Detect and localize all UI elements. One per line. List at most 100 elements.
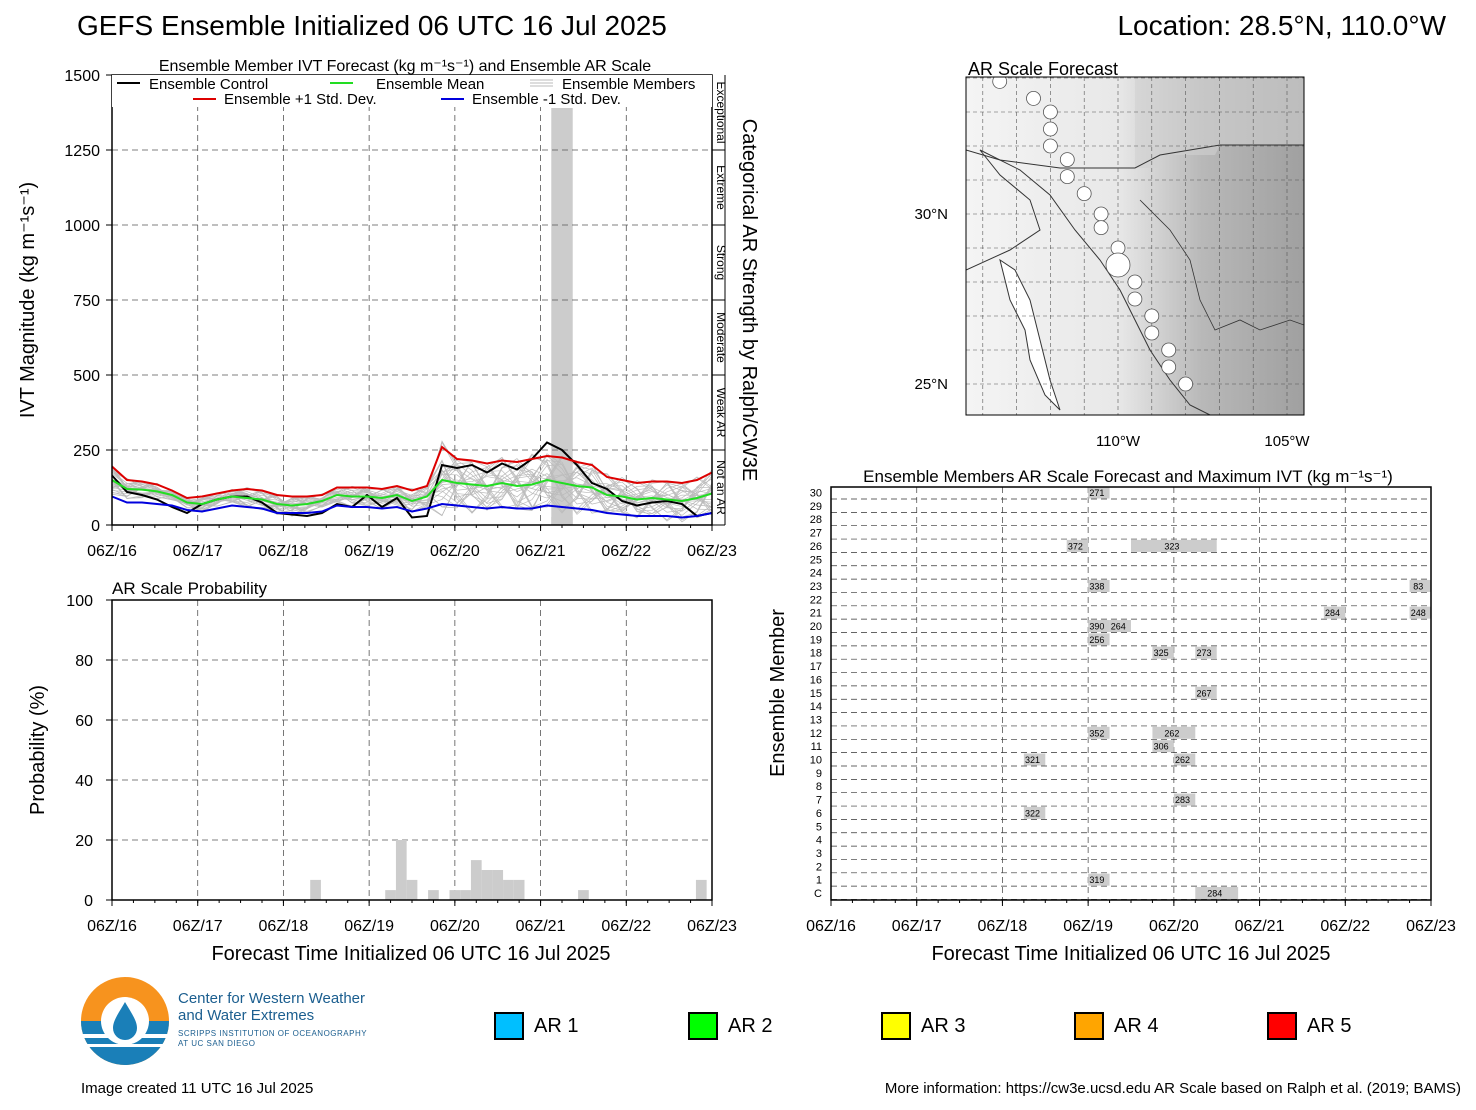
- ar-category-strip: Exceptional Extreme Strong Moderate Weak AR N…: [712, 75, 728, 526]
- ivt-x-tick-label: 06Z/16: [87, 543, 137, 560]
- probability-y-tick-label: 60: [75, 713, 93, 730]
- map-ar-point: [1026, 91, 1041, 106]
- probability-panel: AR Scale Probability 0 20 40 60 80 100 06Z/16…: [27, 579, 737, 965]
- logo-line-4: AT UC SAN DIEGO: [178, 1039, 256, 1048]
- member-event-bar: [1088, 726, 1110, 739]
- ensemble-member-line: [111, 460, 713, 514]
- members-x-ticks: 06Z/16 06Z/17 06Z/18 06Z/19 06Z/20 06Z/21 06Z/…: [806, 900, 1456, 935]
- probability-y-tick-label: 100: [66, 593, 93, 610]
- category-label: Moderate: [714, 312, 728, 363]
- map-frame: [965, 76, 1305, 416]
- map-ar-point: [1161, 342, 1177, 358]
- member-row-label: 27: [810, 528, 822, 540]
- member-event-label: 338: [1089, 581, 1104, 591]
- ar-legend-1-label: AR 1: [534, 1014, 579, 1037]
- cw3e-logo-graphic: [81, 977, 169, 1065]
- probability-x-label: Forecast Time Initialized 06 UTC 16 Jul …: [211, 943, 610, 965]
- probability-x-tick-label: 06Z/22: [601, 918, 651, 935]
- member-event-label: 323: [1164, 541, 1179, 551]
- member-event-label: 319: [1089, 875, 1104, 885]
- member-event-label: 264: [1111, 622, 1126, 632]
- members-x-tick-label: 06Z/23: [1406, 918, 1456, 935]
- member-event-label: 262: [1164, 728, 1179, 738]
- ar-legend-3-label: AR 3: [921, 1014, 966, 1037]
- probability-x-tick-label: 06Z/17: [173, 918, 223, 935]
- page-title: GEFS Ensemble Initialized 06 UTC 16 Jul …: [77, 10, 667, 41]
- probability-y-tick-label: 20: [75, 833, 93, 850]
- map-ar-point: [1059, 169, 1075, 185]
- footer-info: More information: https://cw3e.ucsd.edu …: [884, 1080, 1461, 1097]
- member-event-bar: [1173, 753, 1196, 766]
- members-x-tick-label: 06Z/17: [892, 918, 942, 935]
- member-event-label: 273: [1196, 648, 1211, 658]
- member-row-label: 8: [816, 781, 822, 793]
- ar-legend-1: AR 1: [494, 1012, 578, 1040]
- members-panel: Ensemble Members AR Scale Forecast and M…: [767, 467, 1456, 965]
- member-row-label: 25: [810, 554, 822, 566]
- member-event-bar: [1088, 633, 1110, 646]
- cw3e-logo: [80, 976, 170, 1071]
- ar-map-panel: AR Scale Forecast 30°N 25°N 110°W 105°W: [914, 59, 1310, 450]
- member-row-label: 18: [810, 648, 822, 660]
- member-event-bar: [1195, 646, 1217, 659]
- ivt-right-label: Categorical AR Strength by Ralph/CW3E: [738, 119, 760, 481]
- ensemble-member-line: [111, 458, 713, 516]
- member-row-label: C: [814, 888, 822, 900]
- member-event-label: 352: [1089, 728, 1104, 738]
- member-row-label: 9: [816, 768, 822, 780]
- member-row-label: 26: [810, 541, 822, 553]
- figure-canvas: Ensemble Member IVT Forecast (kg m⁻¹s⁻¹)…: [17, 58, 1456, 965]
- member-row-label: 6: [816, 808, 822, 820]
- member-event-label: 262: [1175, 755, 1190, 765]
- legend-control: Ensemble Control: [149, 76, 268, 93]
- ivt-legend: Ensemble Control Ensemble Mean Ensemble …: [112, 75, 712, 108]
- map-ar-point: [1076, 186, 1092, 202]
- probability-x-tick-label: 06Z/18: [259, 918, 309, 935]
- probability-bar: [578, 890, 589, 900]
- member-event-bar: [1152, 740, 1174, 753]
- member-row-label: 3: [816, 848, 822, 860]
- member-event-label: 271: [1089, 488, 1104, 498]
- member-row-label: 5: [816, 821, 822, 833]
- ivt-x-tick-label: 06Z/20: [430, 543, 480, 560]
- member-row-label: 10: [810, 755, 822, 767]
- probability-bar: [492, 870, 504, 900]
- ar-legend-3: AR 3: [881, 1012, 965, 1040]
- map-ar-point: [992, 77, 1008, 89]
- category-label: Strong: [714, 245, 728, 280]
- map-ar-point: [1127, 274, 1143, 290]
- member-event-bar: [1152, 646, 1174, 659]
- probability-y-tick-label: 0: [84, 893, 93, 910]
- members-x-tick-label: 06Z/21: [1235, 918, 1285, 935]
- map-ar-point: [1144, 308, 1160, 324]
- ivt-y-tick-label: 750: [73, 293, 100, 310]
- member-row-label: 14: [810, 701, 822, 713]
- ensemble-member-line: [111, 441, 713, 517]
- member-row-label: 19: [810, 634, 822, 646]
- member-event-bar: [1131, 539, 1217, 552]
- members-events: 271 372 323 338 83 284 248 390 264 256 325 273 267 35…: [1023, 486, 1431, 899]
- member-row-label: 21: [810, 608, 822, 620]
- member-row-label: 13: [810, 714, 822, 726]
- ivt-x-tick-label: 06Z/18: [259, 543, 309, 560]
- member-event-label: 306: [1154, 742, 1169, 752]
- legend-swatch-members: [530, 79, 553, 87]
- location-label: Location: 28.5°N, 110.0°W: [1117, 10, 1446, 41]
- ivt-y-tick-label: 0: [91, 518, 100, 535]
- ivt-x-tick-label: 06Z/23: [687, 543, 737, 560]
- ivt-panel-title: Ensemble Member IVT Forecast (kg m⁻¹s⁻¹)…: [159, 58, 651, 75]
- map-ar-point: [1043, 104, 1058, 120]
- probability-bar: [385, 890, 396, 900]
- member-event-bar: [1173, 793, 1196, 806]
- ar-legend-2: AR 2: [688, 1012, 772, 1040]
- probability-x-tick-label: 06Z/21: [516, 918, 566, 935]
- member-event-bar: [1088, 486, 1110, 499]
- probability-bar: [481, 870, 493, 900]
- member-event-label: 248: [1411, 608, 1426, 618]
- member-row-label: 4: [816, 835, 822, 847]
- probability-bar: [395, 840, 407, 900]
- member-event-bar: [1152, 726, 1196, 739]
- member-event-bar: [1109, 620, 1131, 632]
- map-x-tick: 105°W: [1264, 433, 1310, 450]
- member-row-label: 2: [816, 861, 822, 873]
